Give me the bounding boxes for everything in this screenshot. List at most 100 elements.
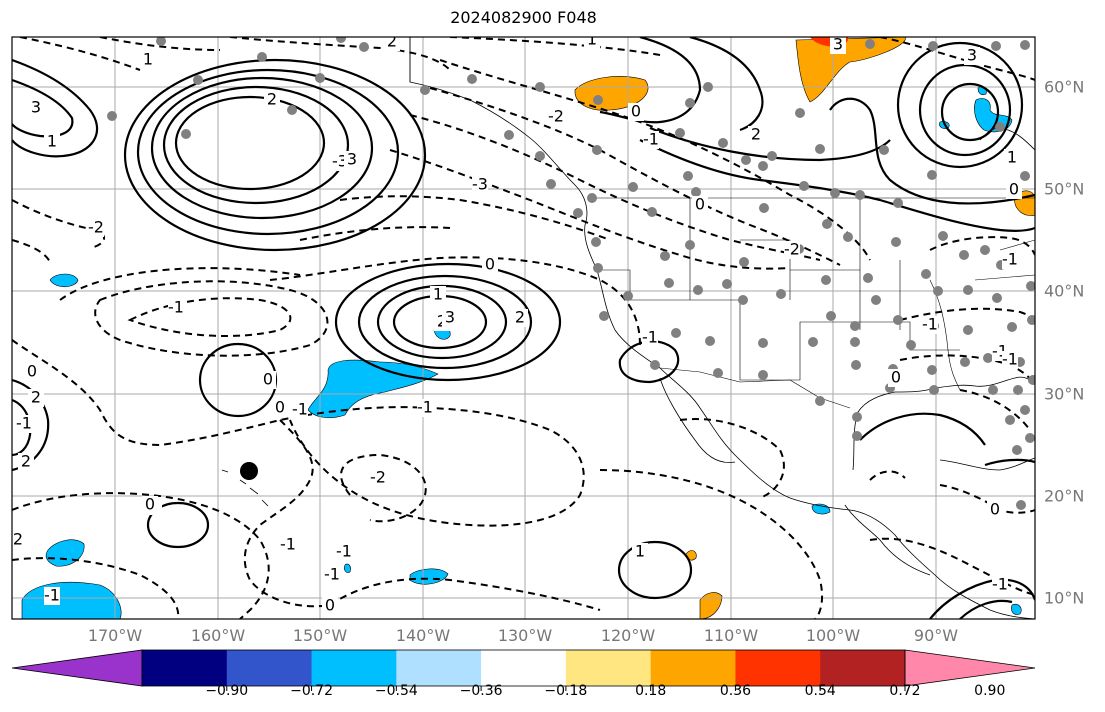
contour-label-background (260, 371, 276, 389)
contour-label: -2 (370, 468, 386, 487)
longitude-label: 110°W (703, 626, 759, 645)
contour-label-background (88, 219, 104, 237)
contour-labels: 131213-2-12-30012-1-10-2-1-122-1-3-2-101… (12, 35, 1022, 615)
contour-label: 3 (445, 308, 455, 327)
colorbar-tick-label: −0.54 (374, 683, 418, 699)
colorbar-tick-label: −0.90 (205, 683, 249, 699)
colorbar-segment (735, 650, 821, 686)
contour-label: -3 (332, 152, 348, 171)
contour-label: -1 (922, 315, 938, 334)
contour-label-background (830, 37, 846, 54)
contour-label-background (322, 597, 338, 615)
contour-label-background (44, 133, 60, 151)
contour-label-background (964, 47, 980, 65)
contour-label: 0 (695, 195, 705, 214)
contour-label-background (584, 37, 600, 49)
contour-label: -1 (292, 400, 308, 419)
contour-label-background (692, 196, 708, 214)
colorbar-segment (226, 650, 313, 686)
contour-label: -1 (643, 130, 659, 149)
longitude-label: 90°W (913, 626, 959, 645)
contour-label-background (472, 176, 488, 194)
contour-label: 0 (275, 398, 285, 417)
colorbar-segment (396, 650, 482, 686)
contour-label-background (1002, 351, 1018, 369)
contour-label-background (280, 536, 296, 554)
contour-label-background (482, 256, 498, 274)
contour-label-background (417, 399, 433, 417)
contour-label: 0 (325, 596, 335, 615)
contour-label: 3 (833, 35, 843, 54)
contour-label: -2 (548, 107, 564, 126)
contour-label-background (987, 501, 1003, 519)
location-marker (240, 462, 258, 480)
contour-label: 3 (347, 150, 357, 169)
contour-label: -1 (44, 586, 60, 605)
contour-label: 2 (21, 452, 31, 471)
contour-label-background (272, 399, 288, 417)
station-dots (107, 37, 1035, 510)
contour-label-background (1002, 251, 1018, 269)
contour-label: -1 (168, 298, 184, 317)
colorbar-segment (142, 650, 228, 686)
contour-label-background (12, 531, 26, 549)
contour-label-background (632, 543, 648, 561)
contour-label: -2 (784, 240, 800, 259)
contour-label-background (168, 299, 184, 317)
contour-label-background (748, 126, 764, 144)
contour-label: 3 (31, 98, 41, 117)
contour-label-background (28, 389, 44, 407)
contour-label: -1 (336, 542, 352, 561)
colorbar-extend-high (904, 649, 1036, 687)
contour-label-background (16, 415, 32, 433)
longitude-label: 100°W (805, 626, 861, 645)
latitude-label: 60°N (1044, 77, 1085, 97)
contour-label: -1 (1002, 350, 1018, 369)
contour-label-background (344, 151, 360, 169)
latitude-label: 50°N (1044, 179, 1085, 199)
positive-anomaly-fills (574, 37, 1035, 619)
contour-label: 0 (145, 495, 155, 514)
contour-label-background (922, 316, 938, 334)
latitude-label: 30°N (1044, 384, 1085, 404)
contour-label: 0 (27, 362, 37, 381)
colorbar-extend-low (11, 649, 143, 687)
contour-label: -1 (1002, 250, 1018, 269)
contour-label-background (442, 309, 458, 327)
contour-label-background (1006, 181, 1022, 199)
colorbar-tick-label: 0.36 (719, 683, 752, 699)
colorbar-segment (481, 650, 567, 686)
colorbar-tick-label: −0.72 (290, 683, 333, 699)
contour-label-background (142, 496, 158, 514)
contour-label: -1 (280, 535, 296, 554)
colorbar-tick-label: 0.72 (889, 683, 921, 699)
latitude-label: 40°N (1044, 281, 1085, 301)
contour-label: 2 (13, 530, 23, 549)
contour-label: -1 (16, 414, 32, 433)
contour-label-background (784, 241, 800, 259)
latitude-label: 20°N (1044, 486, 1085, 506)
colorbar-segment (565, 650, 652, 686)
longitude-label: 140°W (395, 626, 451, 645)
contour-label-background (28, 99, 44, 117)
contour-label-background (370, 469, 386, 487)
contour-label-background (140, 51, 156, 69)
colorbar-segment (820, 650, 906, 686)
longitude-label: 130°W (497, 626, 553, 645)
longitude-label: 120°W (600, 626, 656, 645)
contour-label-background (336, 543, 352, 561)
colorbar-tick-label: −0.36 (459, 683, 503, 699)
contour-label: 0 (485, 255, 495, 274)
contour-label: 1 (1007, 148, 1017, 167)
longitude-label: 160°W (190, 626, 246, 645)
longitude-label: 170°W (87, 626, 143, 645)
contour-label: -1 (992, 575, 1008, 594)
contour-label: 2 (31, 388, 41, 407)
contour-label: 0 (263, 370, 273, 389)
colorbar-tick-label: 0.18 (635, 683, 667, 699)
colorbar-segment (650, 650, 736, 686)
colorbar (11, 649, 1036, 691)
contour-label: 1 (635, 542, 645, 561)
contour-label: -1 (324, 565, 340, 584)
